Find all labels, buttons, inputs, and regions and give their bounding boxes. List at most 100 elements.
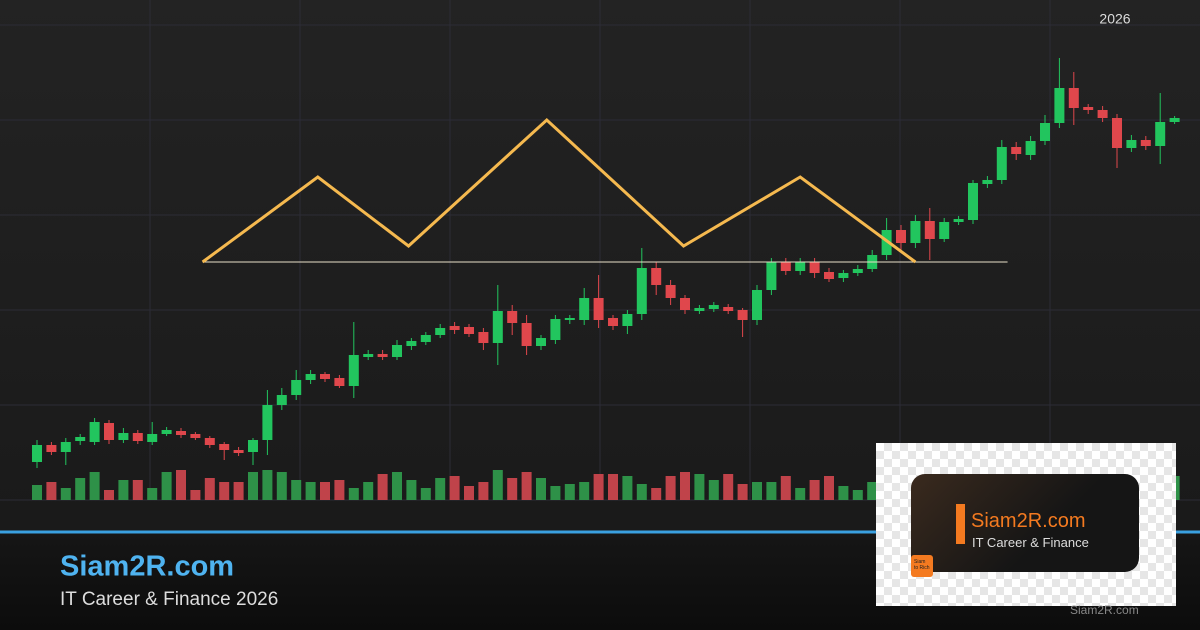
candle-body xyxy=(1097,110,1108,118)
candle-body xyxy=(665,285,676,298)
candle-body xyxy=(1112,118,1122,148)
candle-body xyxy=(795,262,806,271)
candle-body xyxy=(363,354,374,357)
candle-body xyxy=(824,272,834,279)
volume-bar xyxy=(795,488,806,500)
volume-bar xyxy=(766,482,777,500)
volume-bar xyxy=(564,484,575,500)
candle-body xyxy=(420,335,431,342)
volume-bar xyxy=(118,480,129,500)
candle-body xyxy=(608,318,618,326)
year-label: 2026 xyxy=(1099,11,1130,27)
volume-bar xyxy=(536,478,546,500)
volume-bar xyxy=(579,482,590,500)
candle-body xyxy=(564,318,575,320)
candle-body xyxy=(852,269,863,273)
candle-body xyxy=(219,444,230,450)
candle-body xyxy=(1040,123,1050,141)
volume-bar xyxy=(694,474,705,500)
candle-body xyxy=(924,221,935,239)
volume-bar xyxy=(737,484,748,500)
volume-bar xyxy=(809,480,820,500)
candle-body xyxy=(132,433,143,441)
volume-bar xyxy=(320,482,330,500)
volume-bar xyxy=(248,472,258,500)
volume-bar xyxy=(838,486,849,500)
candle-body xyxy=(550,319,561,340)
candle-body xyxy=(708,305,719,309)
volume-bar xyxy=(435,478,446,500)
volume-bar xyxy=(622,476,633,500)
volume-bar xyxy=(377,474,388,500)
volume-bar xyxy=(219,482,230,500)
volume-bar xyxy=(723,474,734,500)
volume-bar xyxy=(147,488,158,500)
candle-body xyxy=(89,422,100,442)
candle-body xyxy=(622,314,633,326)
candle-body xyxy=(75,437,86,441)
volume-bar xyxy=(363,482,374,500)
volume-bar xyxy=(291,480,302,500)
volume-bar xyxy=(262,470,273,500)
candle-body xyxy=(737,310,748,320)
volume-bar xyxy=(406,480,417,500)
thumbnail-card: Siam2R.com IT Career & Finance Siam to Ri… xyxy=(876,443,1176,606)
candle-body xyxy=(1155,122,1166,146)
candle-body xyxy=(536,338,546,346)
brand: Siam2R.com xyxy=(60,551,234,583)
volume-bar xyxy=(334,480,345,500)
candle-body xyxy=(838,273,849,278)
candle-body xyxy=(104,423,114,440)
candle-body xyxy=(780,262,791,271)
volume-bar xyxy=(190,490,201,500)
volume-bar xyxy=(161,472,172,500)
volume-bar xyxy=(276,472,287,500)
candle-body xyxy=(1054,88,1065,123)
candle-body xyxy=(680,298,690,310)
volume-bar xyxy=(60,488,71,500)
card-title: Siam2R.com xyxy=(971,510,1086,532)
candle-body xyxy=(348,355,359,386)
volume-bar xyxy=(89,472,100,500)
candle-body xyxy=(1140,140,1151,146)
candle-body xyxy=(204,438,215,445)
volume-bar xyxy=(680,472,690,500)
volume-bar xyxy=(392,472,402,500)
candle-body xyxy=(406,341,417,346)
volume-bar xyxy=(608,474,618,500)
volume-bar xyxy=(550,486,561,500)
candle-body xyxy=(1083,107,1094,110)
vertical-grid xyxy=(149,0,1051,500)
volume-bar xyxy=(305,482,316,500)
volume-bar xyxy=(752,482,762,500)
volume-bar xyxy=(46,482,57,500)
candle-body xyxy=(392,345,402,357)
volume-bar xyxy=(104,490,114,500)
candle-body xyxy=(896,230,906,243)
candle-body xyxy=(377,354,388,357)
candle-body xyxy=(262,405,273,440)
candle-body xyxy=(248,440,258,452)
candle-body xyxy=(60,442,71,452)
card-subtitle: IT Career & Finance xyxy=(972,535,1089,550)
volume-bar xyxy=(651,488,662,500)
volume-bar xyxy=(708,480,719,500)
candle-body xyxy=(982,180,993,184)
candle-body xyxy=(190,434,201,438)
candle-body xyxy=(766,262,777,290)
candle-body xyxy=(752,290,762,320)
candle-body xyxy=(1025,141,1036,155)
candle-body xyxy=(507,311,518,323)
volume-bar xyxy=(478,482,489,500)
candle-body xyxy=(118,433,129,440)
head-shoulders-pattern xyxy=(201,117,917,264)
candle-body xyxy=(996,147,1007,180)
candle-body xyxy=(521,323,532,346)
candle-body xyxy=(910,221,921,243)
candle-body xyxy=(478,332,489,343)
volume-bar xyxy=(449,476,460,500)
watermark: Siam2R.com xyxy=(1070,603,1139,617)
volume-bar xyxy=(780,476,791,500)
candle-body xyxy=(233,450,244,453)
